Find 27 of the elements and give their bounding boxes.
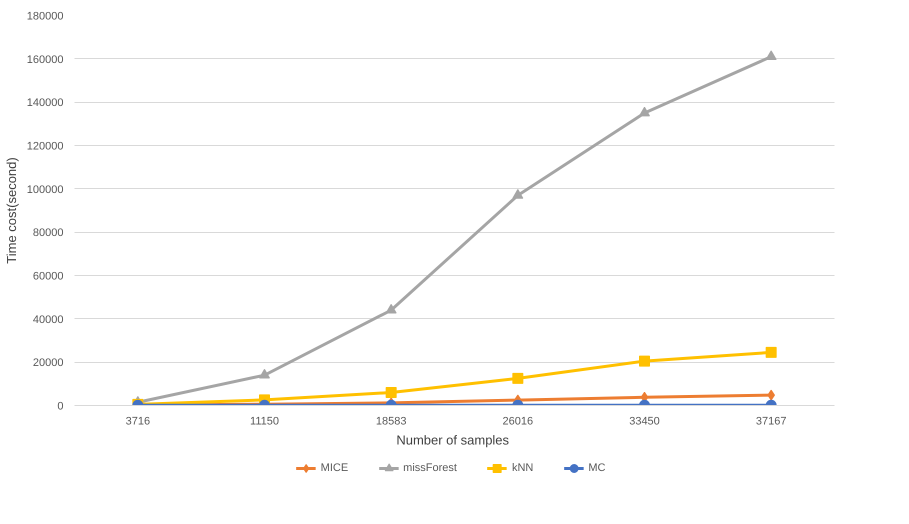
y-tick-label: 180000 (26, 10, 64, 22)
legend-label: missForest (403, 462, 457, 474)
legend-label: MICE (320, 462, 348, 474)
y-tick-label: 20000 (32, 357, 64, 370)
y-tick-label: 80000 (32, 227, 64, 240)
y-tick-label: 140000 (26, 97, 64, 110)
point (639, 106, 650, 116)
x-tick-label: 26016 (502, 416, 534, 428)
y-tick-label: 60000 (32, 270, 64, 282)
y-tick-label: 100000 (26, 184, 64, 196)
point (766, 50, 777, 60)
x-tick-label: 33450 (629, 416, 660, 428)
y-tick-label: 0 (57, 400, 64, 412)
x-tick-label: 37167 (756, 416, 786, 428)
point (512, 189, 524, 199)
y-tick-label: 160000 (26, 54, 64, 66)
y-tick-label: 40000 (32, 314, 64, 326)
y-axis-title: Time cost(second) (4, 157, 19, 264)
point (386, 304, 397, 314)
x-tick-label: 3716 (126, 416, 150, 428)
point (259, 368, 270, 379)
x-axis-title: Number of samples (396, 432, 510, 448)
legend-label: MC (588, 462, 606, 474)
x-tick-label: 18583 (376, 416, 406, 428)
x-tick-label: 11150 (250, 416, 279, 428)
y-tick-label: 120000 (26, 140, 64, 152)
legend-label: kNN (512, 462, 534, 474)
